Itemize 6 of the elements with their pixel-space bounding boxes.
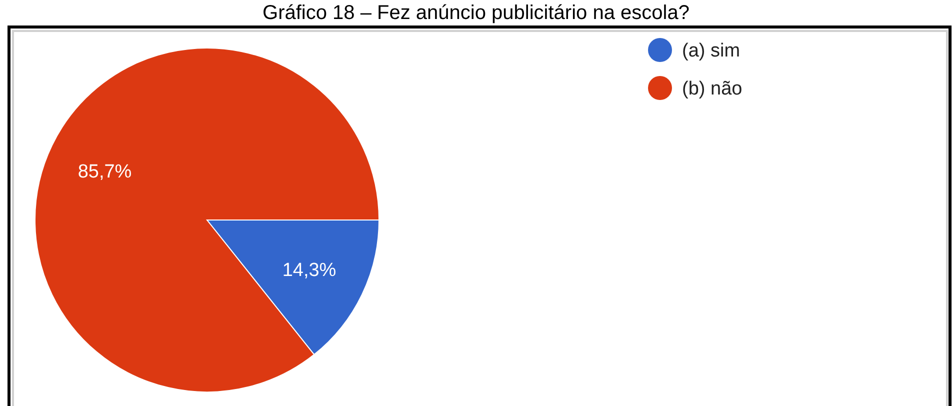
data-label: 14,3% [282, 260, 336, 281]
legend-label: (b) não [682, 78, 742, 100]
pie-slice [34, 48, 380, 392]
data-label: 85,7% [78, 161, 132, 182]
chart-title: Gráfico 18 – Fez anúncio publicitário na escola? [262, 2, 690, 24]
legend-label: (a) sim [682, 40, 740, 62]
